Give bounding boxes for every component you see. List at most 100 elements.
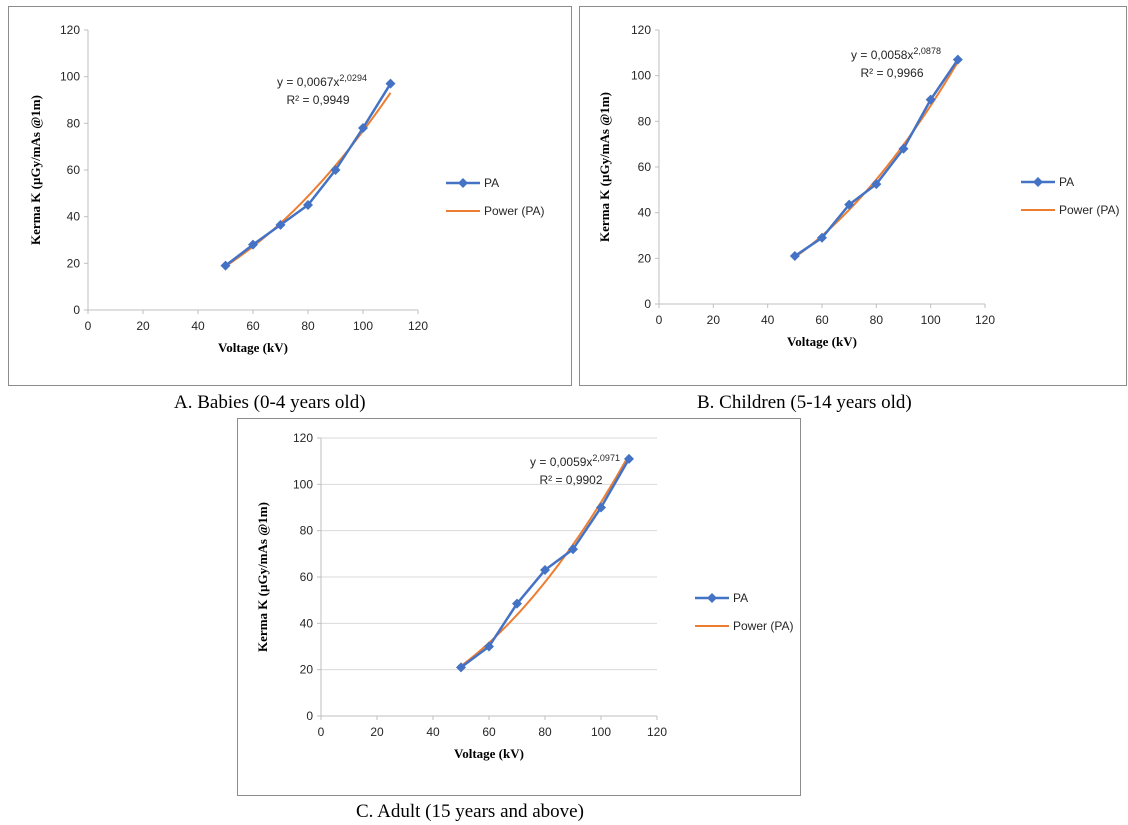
x-tick-label: 60 — [482, 725, 496, 739]
x-tick-label: 20 — [370, 725, 384, 739]
equation-exponent: 2,0878 — [913, 46, 941, 56]
pa-data-point — [596, 502, 606, 513]
x-tick-label: 80 — [870, 313, 884, 327]
pa-data-point — [456, 662, 466, 673]
pa-data-point — [540, 565, 550, 576]
legend-pa-label: PA — [1059, 175, 1074, 189]
y-tick-label: 20 — [300, 663, 314, 677]
trendline-equation: y = 0,0067x2,0294 — [277, 73, 367, 89]
legend-power-label: Power (PA) — [484, 204, 544, 218]
x-tick-label: 0 — [85, 319, 92, 333]
y-tick-label: 40 — [638, 206, 652, 220]
chart-panel-b: 0 20 40 60 80 100 120 0 20 40 60 80 100 120 Voltage (k… — [579, 6, 1127, 386]
x-tick-label: 100 — [921, 313, 941, 327]
y-tick-label: 0 — [73, 303, 80, 317]
y-tick-label: 100 — [293, 477, 313, 491]
x-tick-label: 100 — [353, 319, 373, 333]
y-tick-label: 100 — [631, 69, 651, 83]
x-tick-label: 120 — [408, 319, 428, 333]
x-axis-label: Voltage (kV) — [218, 340, 288, 355]
x-tick-label: 40 — [191, 319, 205, 333]
equation-exponent: 2,0294 — [339, 73, 367, 83]
y-tick-label: 60 — [638, 160, 652, 174]
x-tick-label: 20 — [707, 313, 721, 327]
x-axis-label: Voltage (kV) — [454, 746, 524, 761]
r-squared-label: R² = 0,9902 — [539, 473, 602, 487]
y-tick-label: 80 — [638, 114, 652, 128]
caption-a: A. Babies (0-4 years old) — [174, 392, 366, 413]
y-tick-label: 80 — [67, 116, 81, 130]
y-tick-label: 60 — [67, 163, 81, 177]
x-tick-label: 0 — [656, 313, 663, 327]
y-axis-label: Kerma K (µGy/mAs @1m) — [28, 95, 43, 245]
y-tick-label: 80 — [300, 524, 314, 538]
legend-pa-label: PA — [733, 591, 748, 605]
pa-data-point — [925, 94, 936, 105]
chart-c-svg: 0 20 40 60 80 100 120 0 20 40 60 80 100 120 Voltage (k… — [237, 418, 801, 796]
y-tick-label: 100 — [60, 70, 80, 84]
pa-data-point — [275, 219, 286, 230]
x-tick-label: 40 — [426, 725, 440, 739]
x-axis-label: Voltage (kV) — [787, 334, 857, 349]
x-tick-label: 80 — [301, 319, 315, 333]
pa-data-point — [817, 232, 827, 243]
x-tick-label: 120 — [975, 313, 995, 327]
chart-a-svg: 0 20 40 60 80 100 120 0 20 40 60 80 100 120 Voltage (k… — [8, 6, 572, 386]
equation-base: y = 0,0058x — [851, 48, 913, 62]
x-tick-label: 0 — [318, 725, 325, 739]
y-tick-label: 40 — [67, 210, 81, 224]
x-tick-label: 20 — [136, 319, 150, 333]
pa-data-point — [789, 251, 800, 262]
chart-frame — [237, 418, 801, 796]
pa-data-point — [871, 179, 882, 190]
r-squared-label: R² = 0,9966 — [860, 66, 923, 80]
pa-data-point — [385, 78, 396, 89]
trendline-equation: y = 0,0058x2,0878 — [851, 46, 941, 62]
x-tick-label: 60 — [815, 313, 829, 327]
pa-data-point — [358, 123, 368, 133]
y-tick-label: 20 — [638, 251, 652, 265]
pa-data-point — [844, 199, 855, 210]
chart-frame — [8, 6, 572, 386]
y-tick-label: 0 — [644, 297, 651, 311]
pa-data-point — [512, 598, 522, 609]
y-tick-label: 0 — [306, 709, 313, 723]
caption-b: B. Children (5-14 years old) — [697, 392, 912, 413]
pa-data-point — [330, 165, 341, 175]
legend-pa-label: PA — [484, 176, 499, 190]
x-tick-label: 40 — [761, 313, 775, 327]
legend-pa-marker — [1033, 177, 1043, 187]
r-squared-label: R² = 0,9949 — [286, 93, 349, 107]
x-tick-label: 80 — [538, 725, 552, 739]
chart-panel-a: 0 20 40 60 80 100 120 0 20 40 60 80 100 120 Voltage (k… — [8, 6, 572, 386]
pa-data-point — [952, 54, 963, 65]
x-tick-label: 60 — [246, 319, 260, 333]
legend-power-label: Power (PA) — [1059, 203, 1119, 217]
y-tick-label: 120 — [631, 23, 651, 37]
pa-data-point — [624, 453, 634, 464]
y-tick-label: 20 — [67, 256, 81, 270]
chart-panel-c: 0 20 40 60 80 100 120 0 20 40 60 80 100 120 Voltage (k… — [237, 418, 801, 796]
caption-c: C. Adult (15 years and above) — [356, 801, 584, 822]
y-axis-label: Kerma K (µGy/mAs @1m) — [255, 502, 270, 652]
y-tick-label: 120 — [60, 23, 80, 37]
pa-data-point — [568, 544, 578, 555]
trendline-equation: y = 0,0059x2,0971 — [530, 453, 620, 469]
pa-data-point — [484, 641, 494, 652]
chart-frame — [579, 6, 1127, 386]
chart-b-svg: 0 20 40 60 80 100 120 0 20 40 60 80 100 120 Voltage (k… — [579, 6, 1127, 386]
y-tick-label: 60 — [300, 570, 314, 584]
legend-power-label: Power (PA) — [733, 619, 793, 633]
y-axis-label: Kerma K (µGy/mAs @1m) — [597, 92, 612, 242]
equation-base: y = 0,0067x — [277, 75, 339, 89]
legend-pa-marker — [458, 178, 468, 188]
x-tick-label: 100 — [591, 725, 611, 739]
x-tick-label: 120 — [647, 725, 667, 739]
pa-data-point — [220, 260, 231, 271]
equation-base: y = 0,0059x — [530, 455, 592, 469]
pa-data-point — [303, 200, 313, 210]
pa-data-point — [898, 143, 909, 154]
pa-data-point — [248, 239, 258, 250]
legend-pa-marker — [707, 593, 717, 603]
y-tick-label: 120 — [293, 431, 313, 445]
